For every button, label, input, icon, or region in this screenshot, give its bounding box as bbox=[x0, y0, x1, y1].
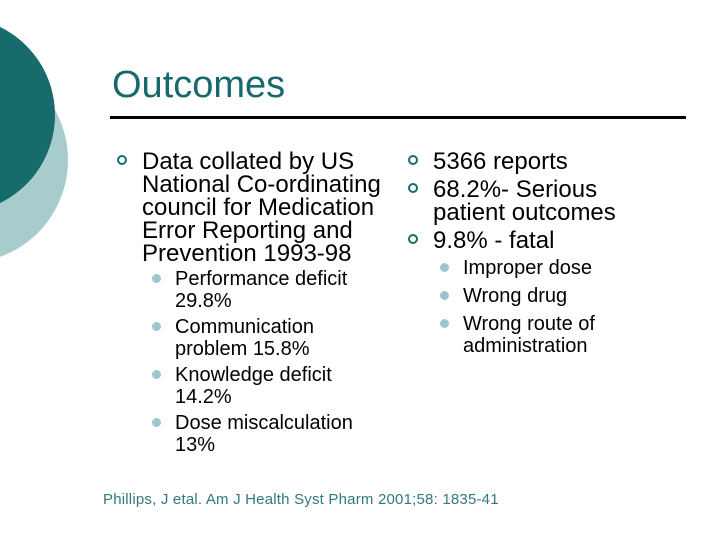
list-item: 9.8% - fatal bbox=[408, 227, 698, 254]
list-item: 5366 reports bbox=[408, 148, 698, 175]
list-item-text: Knowledge deficit 14.2% bbox=[175, 364, 332, 408]
list-item-text: Improper dose bbox=[463, 257, 592, 279]
title-divider bbox=[110, 116, 686, 119]
list-item: Performance deficit 29.8% bbox=[152, 268, 422, 312]
filled-bullet-icon bbox=[152, 418, 161, 427]
list-item: Communication problem 15.8% bbox=[152, 316, 422, 360]
hollow-bullet-icon bbox=[408, 155, 418, 165]
list-item: Dose miscalculation 13% bbox=[152, 412, 422, 456]
hollow-bullet-icon bbox=[117, 155, 127, 165]
list-item-text: Wrong route of administration bbox=[463, 313, 595, 357]
filled-bullet-icon bbox=[440, 319, 449, 328]
filled-bullet-icon bbox=[152, 370, 161, 379]
list-item-text: 9.8% - fatal bbox=[433, 227, 555, 254]
filled-bullet-icon bbox=[440, 263, 449, 272]
right-column: 5366 reports 68.2%- Serious patient outc… bbox=[408, 150, 698, 363]
list-item-text: Performance deficit 29.8% bbox=[175, 268, 348, 312]
filled-bullet-icon bbox=[440, 291, 449, 300]
page-title: Outcomes bbox=[112, 64, 286, 106]
list-item: Wrong route of administration bbox=[440, 313, 698, 357]
list-item: 68.2%- Serious patient outcomes bbox=[408, 176, 698, 226]
filled-bullet-icon bbox=[152, 274, 161, 283]
left-sub-list: Performance deficit 29.8% Communication … bbox=[152, 268, 422, 456]
right-sub-list: Improper dose Wrong drug Wrong route of … bbox=[440, 257, 698, 357]
list-item: Knowledge deficit 14.2% bbox=[152, 364, 422, 408]
list-item-text: 5366 reports bbox=[433, 148, 568, 175]
hollow-bullet-icon bbox=[408, 234, 418, 244]
list-item: Improper dose bbox=[440, 257, 698, 279]
list-item-text: 68.2%- Serious patient outcomes bbox=[433, 176, 616, 226]
list-item-text: Communication problem 15.8% bbox=[175, 316, 314, 360]
left-column: Data collated by US National Co-ordinati… bbox=[117, 150, 422, 460]
hollow-bullet-icon bbox=[408, 183, 418, 193]
citation-footer: Phillips, J etal. Am J Health Syst Pharm… bbox=[103, 491, 499, 508]
filled-bullet-icon bbox=[152, 322, 161, 331]
list-item-text: Wrong drug bbox=[463, 285, 568, 307]
list-item: Wrong drug bbox=[440, 285, 698, 307]
list-item: Data collated by US National Co-ordinati… bbox=[117, 148, 422, 267]
list-item-text: Data collated by US National Co-ordinati… bbox=[142, 148, 381, 267]
list-item-text: Dose miscalculation 13% bbox=[175, 412, 353, 456]
